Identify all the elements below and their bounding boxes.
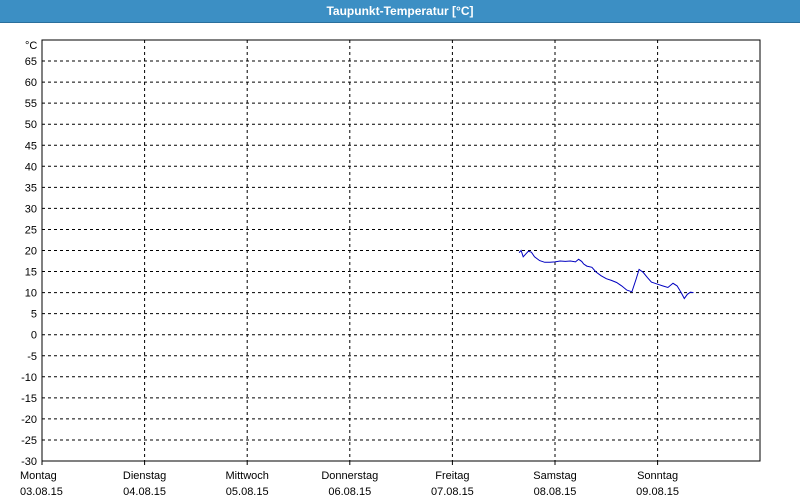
x-tick-day: Dienstag (123, 470, 166, 482)
y-tick-label: -10 (21, 372, 37, 384)
x-tick-date: 07.08.15 (431, 486, 474, 498)
x-tick-day: Donnerstag (321, 470, 378, 482)
y-tick-label: 45 (25, 140, 37, 152)
y-tick-label: 30 (25, 203, 37, 215)
y-tick-label: -25 (21, 435, 37, 447)
y-tick-label: 15 (25, 267, 37, 279)
axis-layer (41, 39, 761, 465)
y-tick-label: 10 (25, 288, 37, 300)
x-tick-date: 03.08.15 (20, 486, 63, 498)
x-tick-day: Freitag (435, 470, 469, 482)
plot-frame (41, 39, 761, 462)
y-tick-label: -15 (21, 393, 37, 405)
chart-title: Taupunkt-Temperatur [°C] (326, 4, 474, 18)
y-unit-label: °C (25, 40, 37, 52)
x-tick-day: Montag (20, 470, 57, 482)
chart-title-bar: Taupunkt-Temperatur [°C] (0, 0, 800, 23)
y-tick-label: -20 (21, 414, 37, 426)
y-tick-label: -5 (27, 351, 37, 363)
x-tick-day: Sonntag (637, 470, 678, 482)
grid-layer (42, 40, 760, 461)
x-tick-date: 06.08.15 (328, 486, 371, 498)
series-line (518, 249, 694, 300)
y-tick-label: 0 (31, 330, 37, 342)
x-tick-date: 08.08.15 (534, 486, 577, 498)
y-tick-label: -30 (21, 456, 37, 468)
x-tick-day: Samstag (533, 470, 576, 482)
y-tick-label: 20 (25, 246, 37, 258)
y-tick-label: 35 (25, 182, 37, 194)
label-layer: 65605550454035302520151050-5-10-15-20-25… (20, 40, 679, 498)
y-tick-label: 5 (31, 309, 37, 321)
x-tick-date: 05.08.15 (226, 486, 269, 498)
x-tick-date: 09.08.15 (636, 486, 679, 498)
series-layer (518, 249, 694, 300)
y-tick-label: 55 (25, 98, 37, 110)
y-tick-label: 60 (25, 77, 37, 89)
y-tick-label: 50 (25, 119, 37, 131)
y-tick-label: 65 (25, 56, 37, 68)
y-tick-label: 40 (25, 161, 37, 173)
y-tick-label: 25 (25, 224, 37, 236)
x-tick-date: 04.08.15 (123, 486, 166, 498)
x-tick-day: Mittwoch (225, 470, 268, 482)
